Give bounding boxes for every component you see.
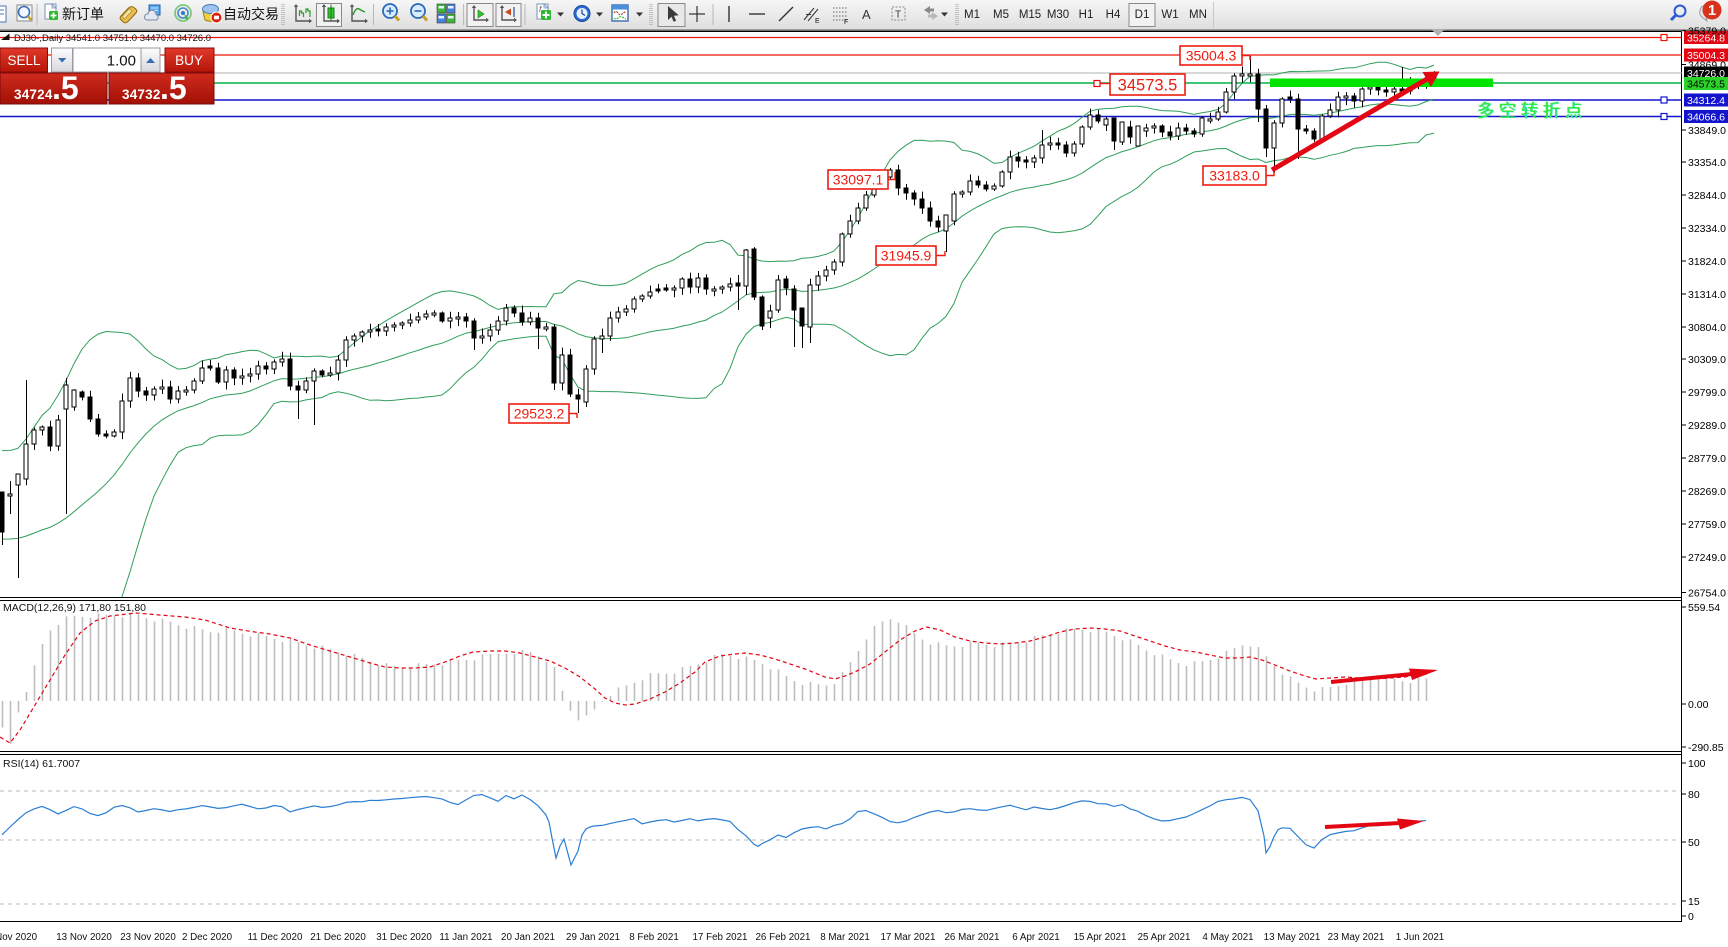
svg-text:H1: H1 — [1079, 9, 1094, 21]
svg-text:35379.0: 35379.0 — [1688, 26, 1726, 38]
svg-text:35004.3: 35004.3 — [1687, 50, 1725, 62]
svg-text:T: T — [895, 10, 901, 21]
svg-text:32334.0: 32334.0 — [1688, 223, 1726, 235]
svg-text:31 Dec 2020: 31 Dec 2020 — [376, 932, 432, 943]
svg-text:MACD(12,26,9) 171,80 151,80: MACD(12,26,9) 171,80 151,80 — [3, 602, 146, 614]
svg-text:自动交易: 自动交易 — [223, 6, 279, 22]
svg-text:30804.0: 30804.0 — [1688, 322, 1726, 334]
svg-text:8 Feb 2021: 8 Feb 2021 — [629, 932, 679, 943]
svg-text:23 May 2021: 23 May 2021 — [1328, 932, 1385, 943]
svg-text:2 Dec 2020: 2 Dec 2020 — [182, 932, 233, 943]
svg-text:31314.0: 31314.0 — [1688, 289, 1726, 301]
svg-text:E: E — [815, 18, 820, 25]
svg-text:13 May 2021: 13 May 2021 — [1264, 932, 1321, 943]
svg-text:559.54: 559.54 — [1688, 602, 1720, 614]
svg-text:25 Apr 2021: 25 Apr 2021 — [1138, 932, 1191, 943]
svg-text:33097.1: 33097.1 — [833, 172, 884, 188]
svg-text:多空转折点: 多空转折点 — [1478, 101, 1588, 121]
svg-text:20 Jan 2021: 20 Jan 2021 — [501, 932, 555, 943]
svg-text:34732: 34732 — [122, 87, 161, 102]
svg-text:50: 50 — [1688, 837, 1700, 849]
svg-text:26 Feb 2021: 26 Feb 2021 — [755, 932, 810, 943]
svg-text:M30: M30 — [1047, 9, 1069, 21]
svg-text:29289.0: 29289.0 — [1688, 420, 1726, 432]
svg-text:17 Mar 2021: 17 Mar 2021 — [880, 932, 935, 943]
svg-text:-290.85: -290.85 — [1688, 742, 1724, 754]
svg-text:A: A — [862, 7, 871, 22]
svg-text:M15: M15 — [1019, 9, 1041, 21]
svg-text:15: 15 — [1688, 896, 1700, 908]
svg-text:27249.0: 27249.0 — [1688, 552, 1726, 564]
svg-text:26 Mar 2021: 26 Mar 2021 — [944, 932, 999, 943]
svg-text:32844.0: 32844.0 — [1688, 190, 1726, 202]
svg-text:34724: 34724 — [14, 87, 53, 102]
svg-text:15 Apr 2021: 15 Apr 2021 — [1074, 932, 1127, 943]
svg-text:34312.4: 34312.4 — [1687, 95, 1725, 107]
svg-text:33354.0: 33354.0 — [1688, 157, 1726, 169]
svg-text:33849.0: 33849.0 — [1688, 125, 1726, 137]
svg-text:23 Nov 2020: 23 Nov 2020 — [120, 932, 176, 943]
svg-text:1: 1 — [1708, 3, 1716, 19]
svg-text:1.00: 1.00 — [107, 53, 136, 70]
svg-text:28779.0: 28779.0 — [1688, 453, 1726, 465]
svg-text:35264.8: 35264.8 — [1687, 32, 1725, 44]
svg-text:35004.3: 35004.3 — [1186, 48, 1237, 64]
svg-text:26754.0: 26754.0 — [1688, 587, 1726, 599]
svg-text:29 Jan 2021: 29 Jan 2021 — [566, 932, 620, 943]
svg-text:34573.5: 34573.5 — [1118, 76, 1178, 94]
svg-text:DJ30-,Daily 34541.0 34751.0 3: DJ30-,Daily 34541.0 34751.0 34470.0 3472… — [14, 33, 211, 44]
svg-text:MN: MN — [1189, 9, 1207, 21]
svg-text:31824.0: 31824.0 — [1688, 256, 1726, 268]
svg-text:33183.0: 33183.0 — [1209, 168, 1260, 184]
svg-text:29799.0: 29799.0 — [1688, 387, 1726, 399]
svg-text:4 May 2021: 4 May 2021 — [1202, 932, 1253, 943]
svg-text:M1: M1 — [964, 9, 980, 21]
svg-text:31945.9: 31945.9 — [881, 248, 932, 264]
svg-text:34066.6: 34066.6 — [1687, 111, 1725, 123]
svg-text:1 Jun 2021: 1 Jun 2021 — [1396, 932, 1444, 943]
svg-text:34726.0: 34726.0 — [1687, 68, 1725, 80]
svg-text:D1: D1 — [1135, 9, 1150, 21]
svg-text:13 Nov 2020: 13 Nov 2020 — [56, 932, 112, 943]
svg-text:80: 80 — [1688, 789, 1700, 801]
svg-text:SELL: SELL — [7, 53, 41, 68]
svg-text:BUY: BUY — [175, 53, 203, 68]
svg-text:6 Apr 2021: 6 Apr 2021 — [1012, 932, 1059, 943]
svg-text:100: 100 — [1688, 758, 1706, 770]
svg-text:M5: M5 — [993, 9, 1009, 21]
svg-text:0.00: 0.00 — [1688, 699, 1709, 711]
svg-text:11 Dec 2020: 11 Dec 2020 — [248, 932, 303, 943]
svg-text:21 Dec 2020: 21 Dec 2020 — [310, 932, 366, 943]
svg-text:8 Mar 2021: 8 Mar 2021 — [820, 932, 870, 943]
svg-text:34573.5: 34573.5 — [1687, 78, 1725, 90]
svg-text:W1: W1 — [1161, 9, 1178, 21]
svg-text:f: f — [539, 5, 542, 14]
svg-text:RSI(14) 61.7007: RSI(14) 61.7007 — [3, 758, 80, 770]
svg-text:29523.2: 29523.2 — [514, 406, 565, 422]
svg-text:F: F — [844, 19, 848, 26]
svg-text:34869.0: 34869.0 — [1688, 59, 1726, 71]
svg-text:0: 0 — [1688, 911, 1694, 923]
svg-text:2 Nov 2020: 2 Nov 2020 — [0, 932, 38, 943]
svg-text:28269.0: 28269.0 — [1688, 486, 1726, 498]
svg-text:17 Feb 2021: 17 Feb 2021 — [692, 932, 747, 943]
svg-text:多空转折点: 多空转折点 — [1477, 101, 1587, 121]
svg-text:27759.0: 27759.0 — [1688, 519, 1726, 531]
svg-text:11 Jan 2021: 11 Jan 2021 — [439, 932, 492, 943]
svg-text:新订单: 新订单 — [62, 6, 104, 22]
svg-text:.5: .5 — [52, 70, 79, 106]
svg-text:30309.0: 30309.0 — [1688, 354, 1726, 366]
svg-text:.5: .5 — [160, 70, 187, 106]
svg-text:H4: H4 — [1106, 9, 1121, 21]
